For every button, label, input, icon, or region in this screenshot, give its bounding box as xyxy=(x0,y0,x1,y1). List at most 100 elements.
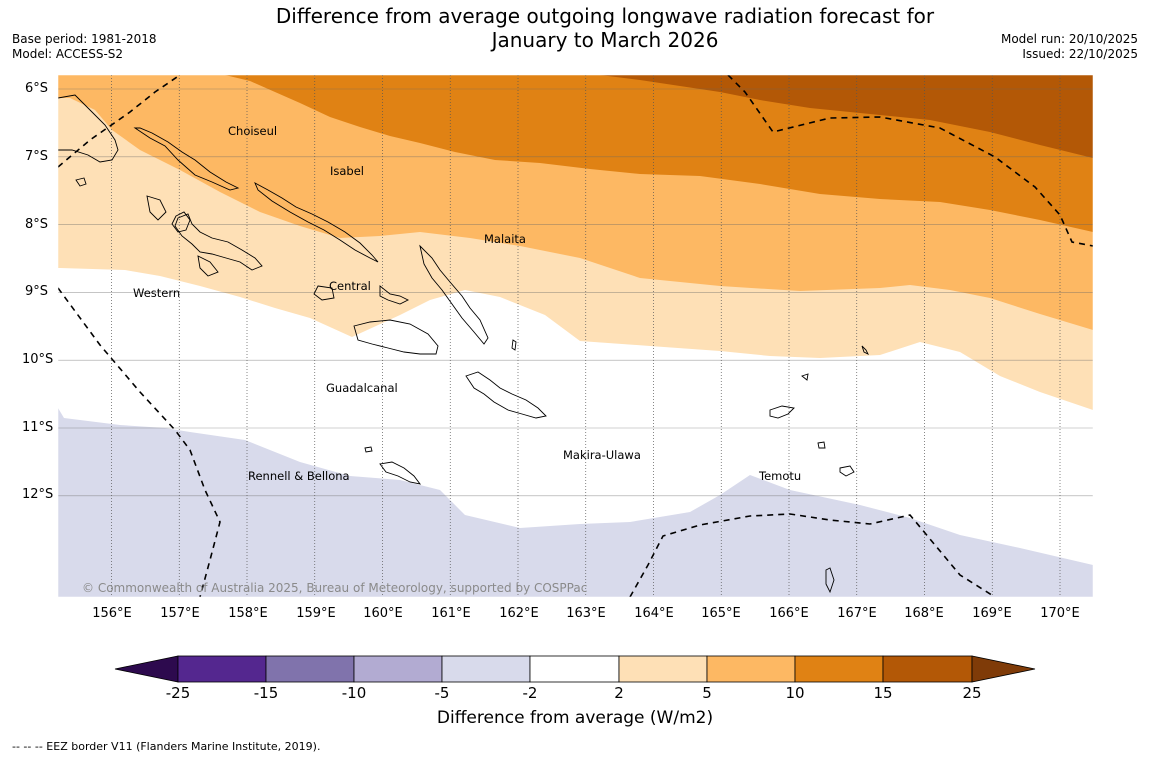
colorbar-bin-2 xyxy=(265,655,355,683)
place-isabel: Isabel xyxy=(330,164,364,178)
island-bougainville xyxy=(58,94,119,163)
copyright-notice: © Commonwealth of Australia 2025, Bureau… xyxy=(82,581,587,595)
lon-label-156e: 156°E xyxy=(92,606,132,621)
colorbar-bin-5 xyxy=(529,655,620,683)
place-choiseul: Choiseul xyxy=(228,124,277,138)
lat-label-9s: 9°S xyxy=(24,284,48,299)
lon-label-165e: 165°E xyxy=(701,606,741,621)
island-malaita xyxy=(419,244,489,345)
lat-label-8s: 8°S xyxy=(24,217,48,232)
map-area: Choiseul Isabel Malaita Central Western … xyxy=(58,75,1093,597)
island-isabel xyxy=(254,181,379,263)
title-line-2: January to March 2026 xyxy=(491,28,719,52)
colorbar-tick: 25 xyxy=(962,684,982,702)
island-bellona xyxy=(364,446,373,453)
meta-left: Base period: 1981-2018 Model: ACCESS-S2 xyxy=(12,32,157,62)
place-central: Central xyxy=(329,279,371,293)
island-florida xyxy=(379,285,410,305)
colorbar-bin-7 xyxy=(706,655,796,683)
colorbar-tick: -10 xyxy=(341,684,367,702)
place-western: Western xyxy=(133,286,180,300)
colorbar-tick: 10 xyxy=(785,684,805,702)
model-run: Model run: 20/10/2025 xyxy=(1000,32,1138,46)
eez-border-east-north xyxy=(727,75,1093,247)
lon-label-164e: 164°E xyxy=(634,606,674,621)
colorbar-tick: 15 xyxy=(873,684,893,702)
colorbar-tick: 2 xyxy=(614,684,624,702)
colorbar-extend-low xyxy=(114,655,179,683)
place-makira-ulawa: Makira-Ulawa xyxy=(563,448,641,462)
lon-label-169e: 169°E xyxy=(972,606,1012,621)
band-positive-max xyxy=(600,75,1093,158)
lat-label-10s: 10°S xyxy=(22,352,54,367)
lat-label-12s: 12°S xyxy=(22,487,54,502)
band-negative-light xyxy=(58,408,1093,597)
colorbar-tick: -15 xyxy=(253,684,279,702)
colorbar-bin-3 xyxy=(353,655,443,683)
island-utupua xyxy=(817,441,826,449)
lon-label-158e: 158°E xyxy=(228,606,268,621)
eez-footnote: -- -- -- EEZ border V11 (Flanders Marine… xyxy=(12,740,321,753)
colorbar-bin-1 xyxy=(177,655,267,683)
lon-label-162e: 162°E xyxy=(499,606,539,621)
island-tikopia xyxy=(825,567,835,594)
island-rendova xyxy=(197,255,219,277)
lon-label-163e: 163°E xyxy=(566,606,606,621)
colorbar xyxy=(114,655,1036,683)
colorbar-tick: -2 xyxy=(522,684,538,702)
colorbar-tick: -25 xyxy=(165,684,191,702)
lat-label-6s: 6°S xyxy=(24,81,48,96)
place-temotu: Temotu xyxy=(758,469,801,483)
lat-label-7s: 7°S xyxy=(24,149,48,164)
place-malaita: Malaita xyxy=(484,232,526,246)
lon-label-160e: 160°E xyxy=(363,606,403,621)
colorbar-extend-high xyxy=(971,655,1036,683)
lon-label-166e: 166°E xyxy=(769,606,809,621)
island-rennell xyxy=(379,461,422,485)
model-name: Model: ACCESS-S2 xyxy=(12,47,124,61)
island-ulawa xyxy=(511,339,517,351)
issued-date: Issued: 22/10/2025 xyxy=(1022,47,1138,61)
island-choiseul xyxy=(133,127,240,191)
lat-label-11s: 11°S xyxy=(22,420,54,435)
island-new-georgia xyxy=(174,213,263,271)
lon-label-159e: 159°E xyxy=(296,606,336,621)
island-santa-cruz xyxy=(769,405,795,419)
eez-border-west-south xyxy=(58,287,221,597)
colorbar-bin-4 xyxy=(441,655,531,683)
island-vanikoro xyxy=(839,465,855,477)
meta-right: Model run: 20/10/2025 Issued: 22/10/2025 xyxy=(1001,32,1138,62)
place-labels: Choiseul Isabel Malaita Central Western … xyxy=(133,124,801,483)
title-line-1: Difference from average outgoing longwav… xyxy=(275,4,935,28)
islands xyxy=(58,94,870,594)
island-reef-islands xyxy=(801,373,809,381)
place-rennell-bellona: Rennell & Bellona xyxy=(248,469,350,483)
gridlines xyxy=(58,75,1093,597)
colorbar-bin-8 xyxy=(794,655,884,683)
island-kolombangara xyxy=(171,211,191,233)
colorbar-tick: 5 xyxy=(702,684,712,702)
eez-borders xyxy=(58,75,1093,597)
place-guadalcanal: Guadalcanal xyxy=(326,381,398,395)
colorbar-bin-6 xyxy=(618,655,708,683)
island-guadalcanal xyxy=(353,319,439,355)
eez-border-east-south xyxy=(629,513,996,597)
lon-label-157e: 157°E xyxy=(160,606,200,621)
island-russell xyxy=(313,285,335,301)
lon-label-161e: 161°E xyxy=(431,606,471,621)
colorbar-title: Difference from average (W/m2) xyxy=(436,708,714,728)
chart-title: Difference from average outgoing longwav… xyxy=(230,4,980,52)
lon-label-168e: 168°E xyxy=(904,606,944,621)
base-period: Base period: 1981-2018 xyxy=(12,32,157,46)
colorbar-tick: -5 xyxy=(434,684,450,702)
island-vella-lavella xyxy=(146,195,167,221)
island-shortlands xyxy=(75,177,87,187)
colorbar-bin-9 xyxy=(882,655,973,683)
island-ontong xyxy=(861,345,870,356)
map-frame xyxy=(57,74,1094,598)
lon-label-167e: 167°E xyxy=(837,606,877,621)
eez-border-west-north xyxy=(58,75,181,168)
island-makira xyxy=(465,371,547,419)
lon-label-170e: 170°E xyxy=(1040,606,1080,621)
